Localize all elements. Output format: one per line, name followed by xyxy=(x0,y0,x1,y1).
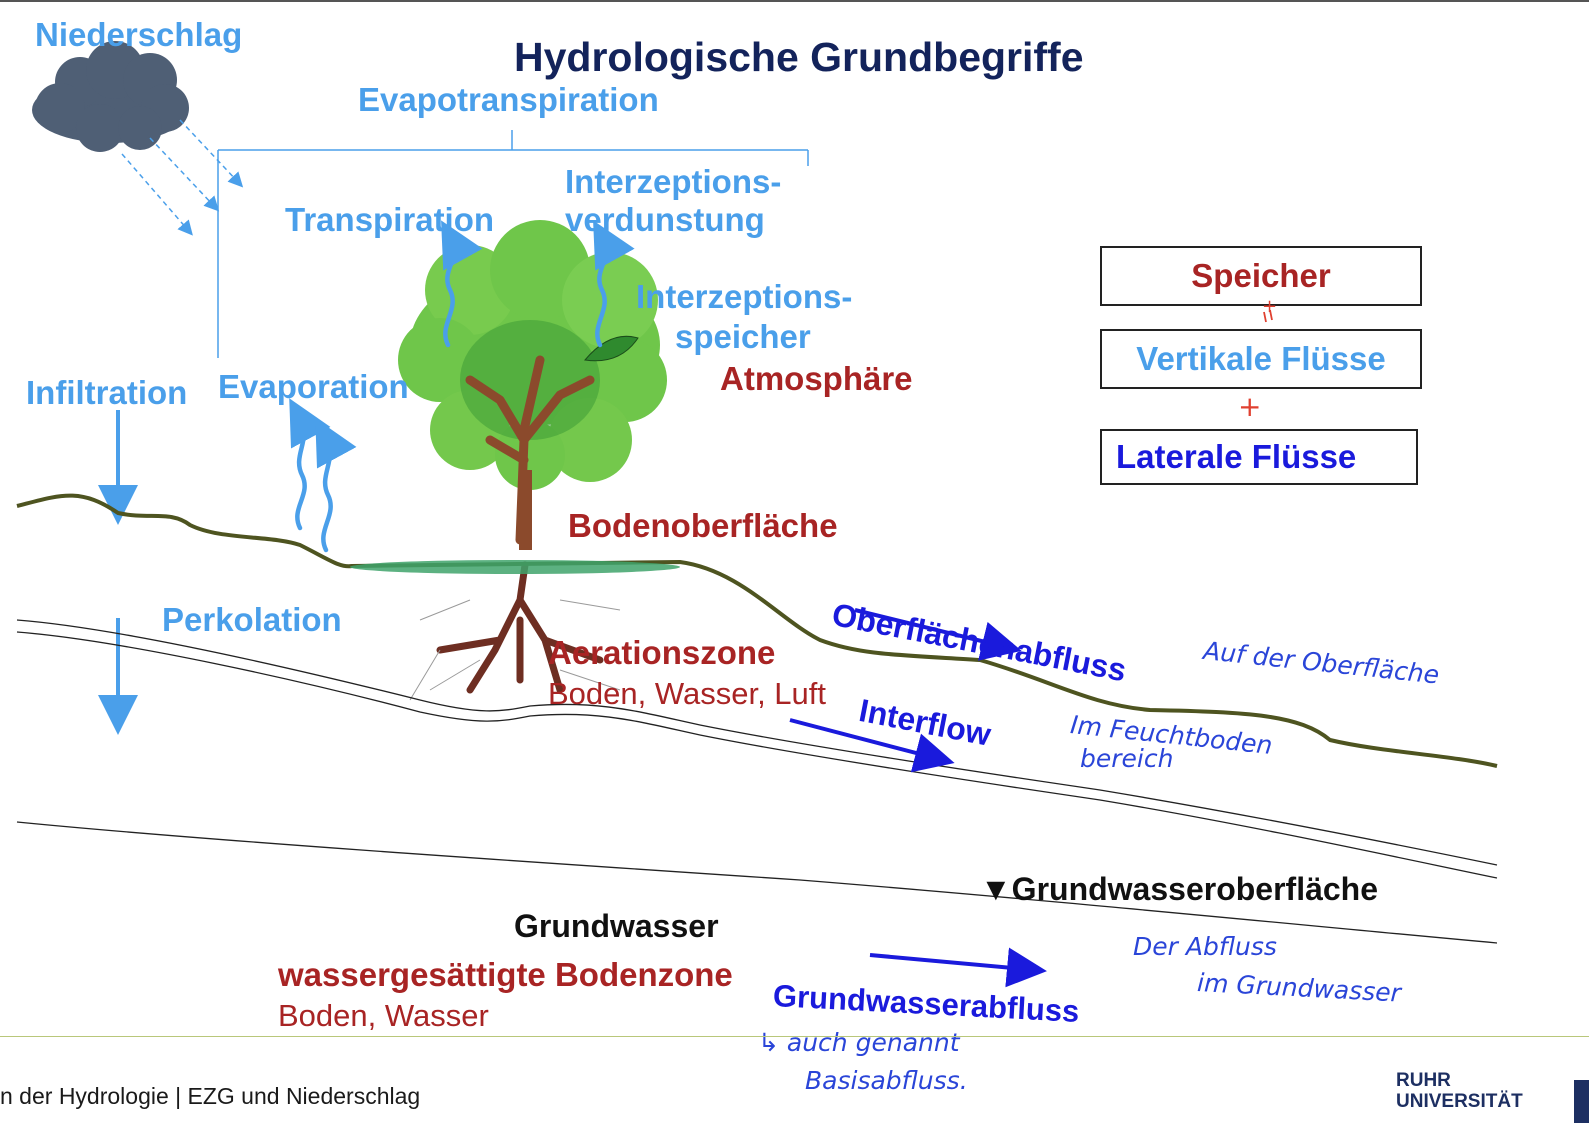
note-basis-2: Basisabfluss. xyxy=(805,1066,968,1095)
label-grundwasseroberflaeche: ▼Grundwasseroberfläche xyxy=(980,871,1378,908)
label-bodenoberflaeche: Bodenoberfläche xyxy=(568,507,838,545)
logo-bar xyxy=(1574,1080,1589,1123)
label-evaporation: Evaporation xyxy=(218,368,409,406)
soil-surface-patch xyxy=(350,560,680,574)
tree-icon xyxy=(398,220,667,700)
label-aerationszone: Aerationszone xyxy=(548,634,775,672)
label-interzeptionsverdunstung-1: Interzeptions- xyxy=(565,163,781,201)
note-grundwasser-1: Der Abfluss xyxy=(1133,932,1277,961)
legend-box-speicher: Speicher xyxy=(1100,246,1422,306)
handwritten-plus-1: + xyxy=(1262,296,1277,317)
label-atmosphaere: Atmosphäre xyxy=(720,360,913,398)
label-perkolation: Perkolation xyxy=(162,601,342,639)
label-interzeptionsverdunstung-2: verdunstung xyxy=(565,201,765,239)
logo-line-2: UNIVERSITÄT xyxy=(1396,1091,1523,1112)
legend-box-vertikale-fluesse: Vertikale Flüsse xyxy=(1100,329,1422,389)
label-evapotranspiration: Evapotranspiration xyxy=(358,81,659,119)
note-interflow-2: bereich xyxy=(1080,744,1173,773)
label-grundwasser: Grundwasser xyxy=(514,908,719,945)
university-logo: RUHR UNIVERSITÄT xyxy=(1396,1070,1523,1112)
handwritten-plus-2: + xyxy=(1238,390,1261,423)
label-infiltration: Infiltration xyxy=(26,374,187,412)
note-basis-1: ↳ auch genannt xyxy=(758,1028,960,1057)
logo-line-1: RUHR xyxy=(1396,1070,1523,1091)
label-interzeptionsspeicher-2: speicher xyxy=(675,318,811,356)
footer-divider xyxy=(0,1036,1589,1037)
label-interzeptionsspeicher-1: Interzeptions- xyxy=(636,278,852,316)
label-transpiration: Transpiration xyxy=(285,201,494,239)
footer-text: n der Hydrologie | EZG und Niederschlag xyxy=(0,1083,420,1110)
label-gesaettigte-zone: wassergesättigte Bodenzone xyxy=(278,956,733,994)
page-title: Hydrologische Grundbegriffe xyxy=(514,34,1084,81)
label-gesaettigte-zone-sub: Boden, Wasser xyxy=(278,998,489,1034)
legend-box-laterale-fluesse: Laterale Flüsse xyxy=(1100,429,1418,485)
label-niederschlag: Niederschlag xyxy=(35,16,242,54)
label-aerationszone-sub: Boden, Wasser, Luft xyxy=(548,676,826,712)
cloud-icon xyxy=(32,41,189,152)
